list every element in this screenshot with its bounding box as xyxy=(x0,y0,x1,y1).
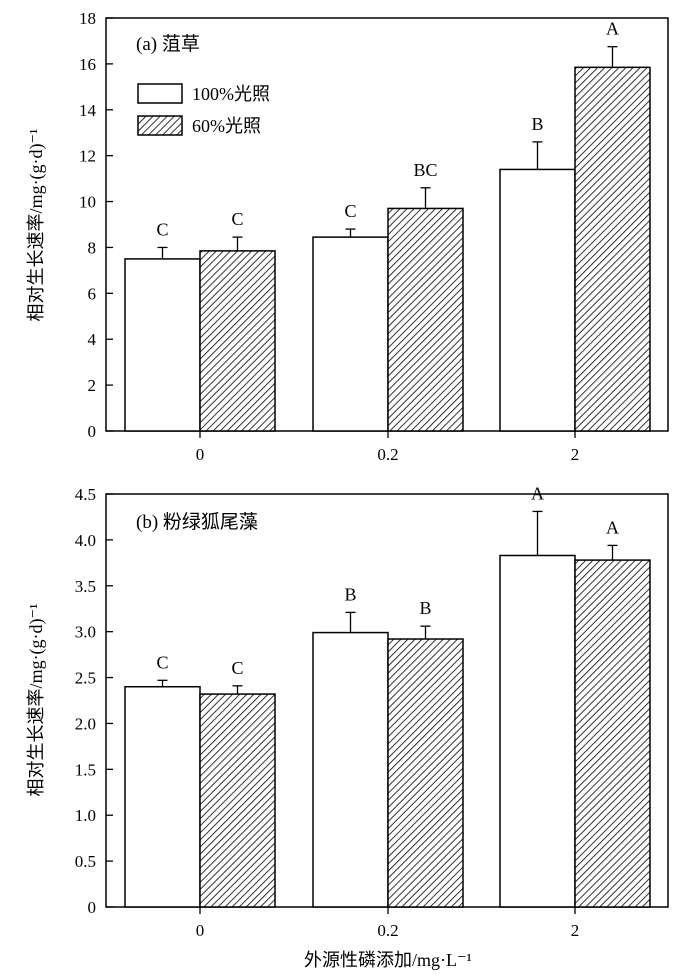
bar-60-0 xyxy=(199,693,276,908)
bar-60-0.2 xyxy=(387,207,464,432)
bar-100-2 xyxy=(499,554,576,908)
y-axis-title-b: 相对生长速率/mg·(g·d)⁻¹ xyxy=(26,604,47,797)
y-axis-title-a: 相对生长速率/mg·(g·d)⁻¹ xyxy=(26,129,47,322)
x-tick-label: 0.2 xyxy=(377,445,398,464)
x-tick-label: 2 xyxy=(571,445,580,464)
y-tick-label: 12 xyxy=(79,147,96,166)
y-tick-label: 10 xyxy=(79,193,96,212)
y-tick-label: 6 xyxy=(88,284,97,303)
significance-letter: B xyxy=(419,598,431,618)
bar-60-2 xyxy=(574,66,651,432)
significance-letter: A xyxy=(606,19,619,39)
bars-b: C B A C B A xyxy=(124,483,651,908)
legend-swatch-100 xyxy=(137,83,183,104)
y-tick-label: 3.5 xyxy=(75,577,96,596)
y-tick-label: 2 xyxy=(88,376,97,395)
bar-60-0.2 xyxy=(387,638,464,908)
significance-letter: B xyxy=(344,584,356,604)
x-tick-label: 0.2 xyxy=(377,921,398,940)
y-tick-label: 8 xyxy=(88,238,97,257)
y-axis-b: 0 0.5 1.0 1.5 2.0 2.5 3.0 3.5 4.0 4.5 xyxy=(75,485,113,917)
significance-letter: BC xyxy=(413,160,437,180)
x-tick-label: 0 xyxy=(196,445,205,464)
legend: 100%光照 60%光照 xyxy=(137,83,270,136)
significance-letter: C xyxy=(231,209,243,229)
bar-100-0 xyxy=(124,685,201,908)
y-tick-label: 0 xyxy=(88,422,97,441)
x-axis-title: 外源性磷添加/mg·L⁻¹ xyxy=(304,950,472,970)
y-tick-label: 0.5 xyxy=(75,852,96,871)
x-axis-a: 0 0.2 2 xyxy=(196,431,580,464)
y-tick-label: 3.0 xyxy=(75,623,96,642)
y-tick-label: 4.0 xyxy=(75,531,96,550)
bar-60-0 xyxy=(199,250,276,432)
bar-60-2 xyxy=(574,559,651,908)
y-tick-label: 1.0 xyxy=(75,806,96,825)
legend-label-100: 100%光照 xyxy=(192,84,270,104)
panel-title-b: (b) 粉绿狐尾藻 xyxy=(136,511,258,533)
y-tick-label: 4.5 xyxy=(75,485,96,504)
significance-letter: C xyxy=(231,658,243,678)
y-tick-label: 18 xyxy=(79,9,96,28)
y-axis-a: 0 2 4 6 8 10 12 14 16 18 xyxy=(79,9,113,441)
y-tick-label: 1.5 xyxy=(75,760,96,779)
bar-100-0.2 xyxy=(312,631,389,908)
y-tick-label: 4 xyxy=(88,330,97,349)
panel-b: 00.51.01.52.02.53.03.54.04.5 0 0.2 2 CBACB… xyxy=(26,483,669,970)
y-tick-label: 2.0 xyxy=(75,714,96,733)
legend-label-60: 60%光照 xyxy=(192,116,261,136)
y-tick-label: 16 xyxy=(79,55,96,74)
y-tick-label: 2.5 xyxy=(75,669,96,688)
y-tick-label: 14 xyxy=(79,101,97,120)
legend-swatch-60 xyxy=(137,115,183,136)
bar-100-2 xyxy=(499,168,576,432)
panel-title-a: (a) 菹草 xyxy=(136,33,200,55)
x-axis-b: 0 0.2 2 xyxy=(196,907,580,940)
x-tick-label: 0 xyxy=(196,921,205,940)
significance-letter: C xyxy=(344,201,356,221)
significance-letter: B xyxy=(531,114,543,134)
x-tick-label: 2 xyxy=(571,921,580,940)
significance-letter: C xyxy=(156,219,168,239)
y-tick-label: 0 xyxy=(88,898,97,917)
bar-100-0 xyxy=(124,258,201,432)
significance-letter: A xyxy=(606,517,619,537)
bar-100-0.2 xyxy=(312,236,389,432)
significance-letter: A xyxy=(531,483,544,503)
significance-letter: C xyxy=(156,652,168,672)
